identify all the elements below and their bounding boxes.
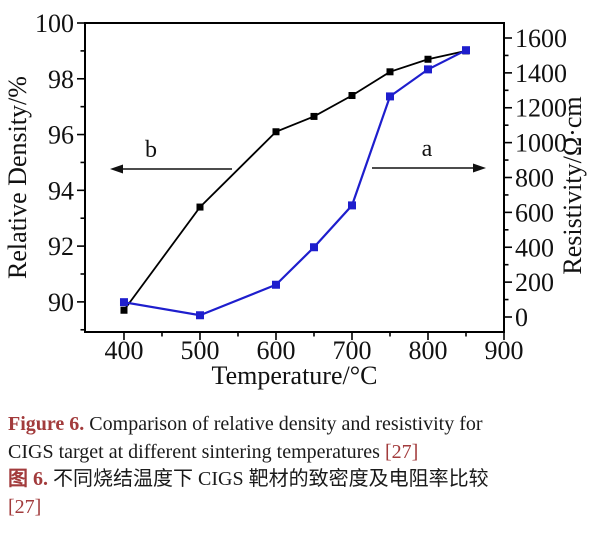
plot-frame: [84, 22, 505, 333]
relative-density-marker: [424, 55, 432, 63]
figure-panel: 400 500 600 700 800 900 90 92 94 96 98 100 0 200 400 60…: [3, 9, 592, 521]
resistivity-marker: [271, 280, 280, 289]
x-axis: 400 500 600 700 800 900: [104, 332, 524, 365]
right-tick-label: 1200: [515, 94, 567, 123]
relative-density-marker: [386, 68, 394, 76]
x-tick-label: 900: [485, 336, 524, 365]
relative-density-line: [123, 50, 467, 311]
curve-arrow-a: a: [372, 136, 486, 173]
right-tick-label: 1000: [515, 129, 567, 158]
relative-density-series: [120, 47, 470, 314]
caption-en-line1: Figure 6. Comparison of relative density…: [8, 411, 592, 439]
x-tick-label: 400: [104, 336, 143, 365]
resistivity-marker: [195, 311, 204, 320]
left-tick-label: 92: [48, 232, 74, 261]
resistivity-marker: [423, 65, 432, 74]
right-axis: 0 200 400 600 800 1000 1200 1400 1600: [504, 24, 567, 332]
reference-27-link[interactable]: [27]: [384, 440, 419, 463]
resistivity-marker: [461, 46, 470, 55]
left-tick-label: 96: [48, 121, 74, 150]
caption-en-text2: CIGS target at different sintering tempe…: [8, 440, 380, 463]
x-tick-label: 700: [332, 336, 371, 365]
caption-en-text1: Comparison of relative density and resis…: [89, 413, 483, 435]
resistivity-marker: [385, 92, 394, 101]
right-tick-label: 1600: [515, 24, 567, 53]
resistivity-line: [123, 49, 467, 317]
figure-number-label: Figure 6.: [8, 413, 85, 435]
relative-density-marker: [348, 92, 356, 100]
resistivity-series: [119, 46, 470, 320]
right-tick-label: 0: [515, 303, 528, 332]
figure-number-label-cn: 图 6.: [8, 468, 48, 490]
left-tick-label: 100: [35, 9, 74, 38]
right-tick-label: 800: [515, 164, 554, 193]
relative-density-marker: [272, 128, 280, 136]
x-tick-label: 600: [256, 336, 295, 365]
right-tick-label: 200: [515, 268, 554, 297]
reference-27-link-cn[interactable]: [27]: [8, 495, 42, 518]
right-axis-title: Resistivity/Ω·cm: [558, 96, 587, 274]
caption-en-line2: CIGS target at different sintering tempe…: [8, 439, 592, 467]
left-tick-label: 90: [48, 288, 74, 317]
left-axis: 90 92 94 96 98 100: [35, 9, 85, 331]
curve-arrow-b: b: [110, 137, 232, 174]
left-tick-label: 98: [48, 65, 74, 94]
arrow-head-icon: [473, 163, 486, 173]
arrow-head-icon: [110, 164, 123, 174]
curve-tag-b: b: [145, 137, 157, 163]
right-tick-label: 600: [515, 198, 554, 227]
x-tick-label: 500: [180, 336, 219, 365]
relative-density-marker: [196, 203, 204, 211]
x-axis-title: Temperature/°C: [212, 361, 378, 390]
right-tick-label: 400: [515, 233, 554, 262]
sintering-comparison-chart: 400 500 600 700 800 9009092949698100020040060…: [3, 9, 587, 390]
resistivity-marker: [119, 298, 128, 307]
caption-cn-text: 不同烧结温度下 CIGS 靶材的致密度及电阻率比较: [53, 468, 489, 490]
resistivity-marker: [309, 243, 318, 252]
left-axis-title: Relative Density/%: [3, 76, 32, 279]
caption-cn-refline: [27]: [8, 494, 592, 522]
right-tick-label: 1400: [515, 59, 567, 88]
left-tick-label: 94: [48, 176, 74, 205]
curve-tag-a: a: [422, 136, 433, 162]
caption-cn-line: 图 6. 不同烧结温度下 CIGS 靶材的致密度及电阻率比较: [8, 466, 592, 494]
resistivity-marker: [347, 201, 356, 210]
relative-density-marker: [310, 112, 318, 120]
relative-density-marker: [120, 306, 128, 314]
figure-caption: Figure 6. Comparison of relative density…: [8, 411, 592, 521]
x-tick-label: 800: [408, 336, 447, 365]
